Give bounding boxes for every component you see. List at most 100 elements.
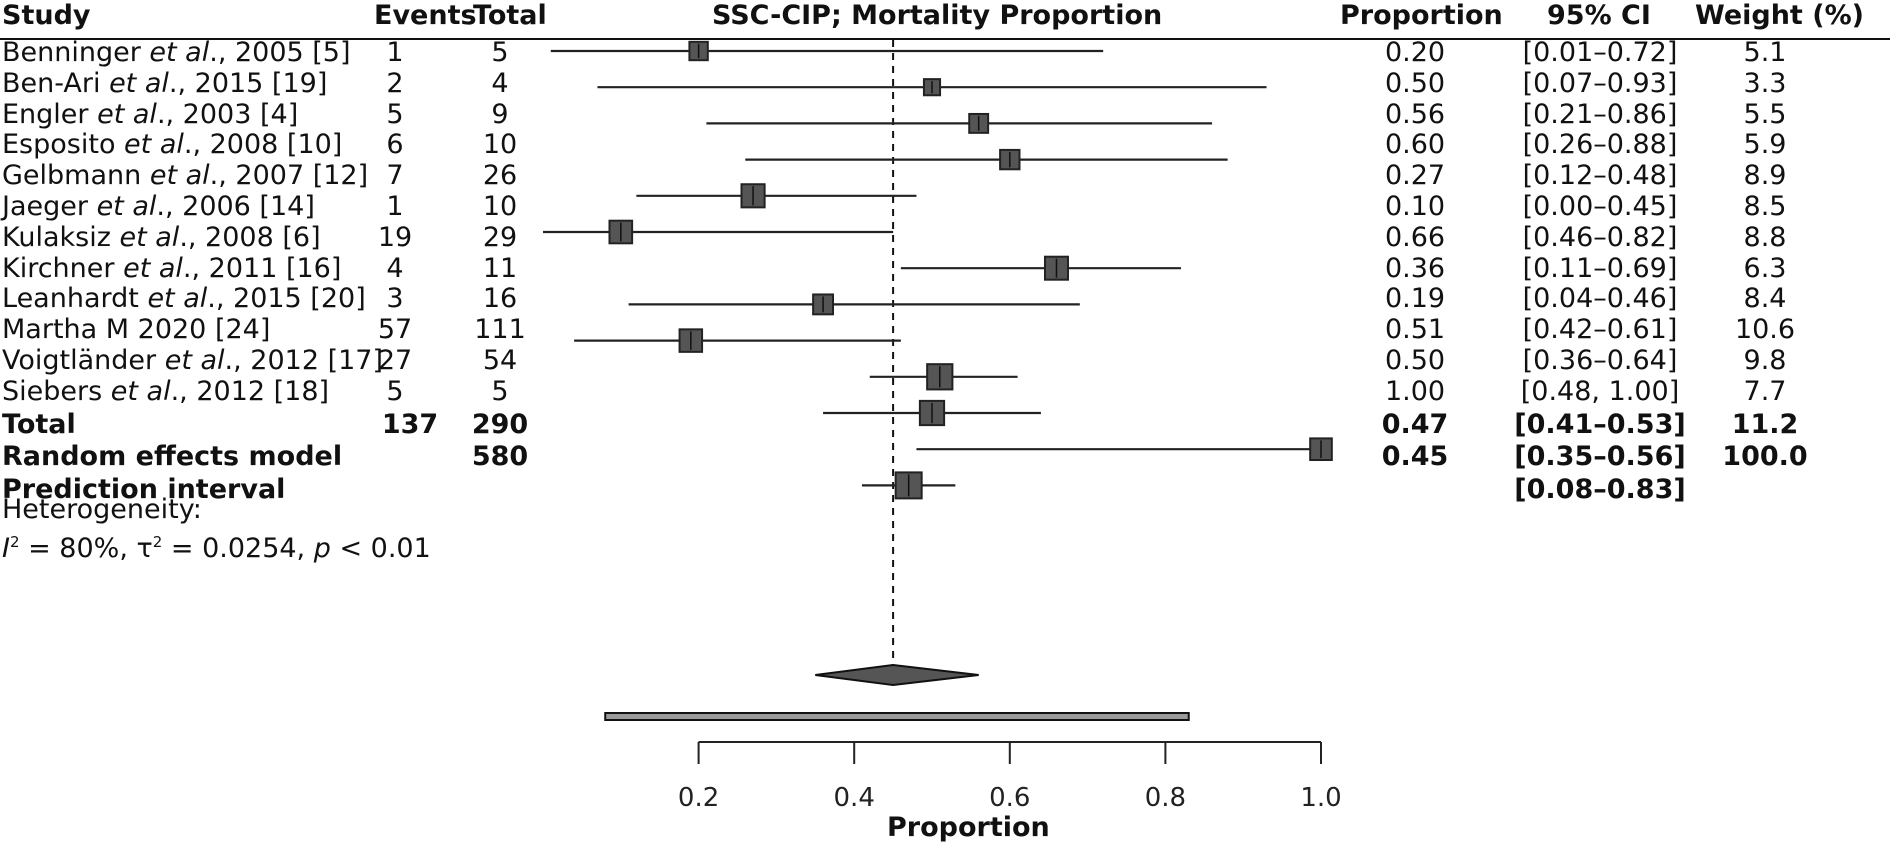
events-value: 5 (386, 375, 404, 407)
study-et-al: et al (147, 283, 208, 315)
p-symbol: p (313, 533, 331, 564)
study-name: Jaeger et al., 2006 [14] (2, 191, 315, 222)
ci-value: [0.48, 1.00] (1520, 375, 1680, 407)
total-ci: [0.41–0.53] (1514, 408, 1686, 440)
study-author: Siebers (2, 375, 111, 407)
proportion-value: 0.56 (1384, 98, 1446, 130)
weight-value: 6.3 (1743, 252, 1787, 284)
total-value: 5 (491, 37, 509, 68)
events-value: 1 (386, 191, 404, 222)
study-year-ref: ., 2006 [14] (156, 191, 315, 222)
study-et-al: et al (109, 67, 169, 99)
study-et-al: et al (119, 221, 180, 253)
prediction-interval-label: Prediction interval (2, 474, 286, 506)
ci-value: [0.04–0.46] (1522, 283, 1678, 315)
header-total: Total (473, 0, 547, 31)
study-et-al: et al (124, 129, 184, 161)
x-tick-label: 0.6 (989, 783, 1030, 813)
study-et-al: et al (123, 252, 183, 284)
random-effects-diamond (815, 663, 979, 687)
events-value: 6 (386, 129, 404, 161)
study-year-ref: ., 2012 [17] (224, 345, 384, 376)
events-value: 57 (377, 314, 413, 346)
study-year-ref: ., 2003 [4] (156, 98, 299, 130)
events-value: 19 (377, 221, 413, 253)
study-author: Jaeger (2, 191, 97, 222)
ci-value: [0.36–0.64] (1522, 345, 1678, 376)
study-name: Ben-Ari et al., 2015 [19] (2, 68, 327, 99)
study-name: Martha M 2020 [24] (2, 314, 270, 345)
events-value: 3 (386, 283, 404, 315)
total-label: Total (2, 408, 76, 440)
study-year-ref: ., 2011 [16] (182, 252, 342, 284)
ci-value: [0.26–0.88] (1522, 129, 1678, 161)
tau2-value: = 0.0254, (162, 533, 314, 564)
events-value: 7 (386, 160, 404, 192)
total-value: 29 (482, 221, 518, 253)
weight-value: 5.1 (1743, 37, 1787, 68)
study-author: Leanhardt (2, 283, 148, 315)
header-weight: Weight (%) (1695, 0, 1864, 31)
study-author: Engler (2, 98, 98, 130)
total-value: 54 (482, 345, 518, 376)
study-name: Kirchner et al., 2011 [16] (2, 253, 341, 284)
header-study: Study (2, 0, 91, 31)
total-events: 137 (381, 408, 439, 440)
study-author: Benninger (2, 37, 150, 68)
x-tick-label: 0.2 (678, 783, 719, 813)
prediction-interval-bar (604, 712, 1190, 721)
study-year-ref: ., 2015 [20] (207, 283, 366, 315)
total-total: 290 (471, 408, 529, 440)
weight-value: 9.8 (1743, 345, 1787, 376)
tau-symbol: τ (136, 533, 153, 564)
weight-value: 7.7 (1743, 375, 1787, 407)
heterogeneity-label: Heterogeneity: (2, 494, 202, 525)
ci-value: [0.12–0.48] (1522, 160, 1678, 192)
header-proportion: Proportion (1340, 0, 1503, 31)
header-rule (0, 38, 1890, 40)
proportion-value: 0.51 (1384, 314, 1446, 346)
weight-value: 5.5 (1743, 98, 1787, 130)
weight-value: 5.9 (1743, 129, 1787, 161)
study-et-al: et al (149, 160, 210, 192)
random-effects-weight: 100.0 (1722, 441, 1808, 473)
study-year-ref: ., 2007 [12] (209, 160, 369, 192)
i2-value: = 80%, (19, 533, 137, 564)
x-tick-label: 0.4 (834, 783, 875, 813)
study-et-al: et al (96, 191, 157, 222)
study-et-al: et al (110, 375, 171, 407)
header-events: Events (374, 0, 477, 31)
weight-value: 8.9 (1743, 160, 1787, 192)
proportion-value: 0.20 (1384, 37, 1446, 68)
study-author: Kulaksiz (2, 221, 120, 253)
chart-title: SSC-CIP; Mortality Proportion (712, 0, 1163, 31)
heterogeneity-stats: I2 = 80%, τ2 = 0.0254, p < 0.01 (2, 533, 431, 564)
prediction-interval-ci: [0.08–0.83] (1514, 474, 1686, 506)
study-author: Kirchner (2, 252, 124, 284)
ci-value: [0.46–0.82] (1522, 221, 1678, 253)
study-author: Esposito (2, 129, 125, 161)
study-name: Gelbmann et al., 2007 [12] (2, 160, 368, 191)
p-value: < 0.01 (330, 533, 431, 564)
study-et-al: et al (97, 98, 157, 130)
ci-value: [0.00–0.45] (1522, 191, 1678, 222)
ci-value: [0.07–0.93] (1522, 67, 1678, 99)
x-tick-label: 1.0 (1300, 783, 1341, 813)
study-author: Martha M 2020 [24] (2, 314, 271, 346)
study-name: Voigtländer et al., 2012 [17] (2, 345, 383, 376)
study-et-al: et al (149, 37, 210, 68)
proportion-value: 1.00 (1384, 375, 1446, 407)
study-name: Leanhardt et al., 2015 [20] (2, 283, 366, 314)
weight-value: 8.5 (1743, 191, 1787, 222)
study-author: Gelbmann (2, 160, 150, 192)
weight-value: 8.8 (1743, 221, 1787, 253)
proportion-value: 0.27 (1384, 160, 1446, 192)
proportion-value: 0.50 (1384, 345, 1446, 376)
proportion-value: 0.36 (1384, 252, 1446, 284)
total-value: 5 (491, 375, 509, 407)
study-year-ref: ., 2005 [5] (209, 37, 351, 68)
proportion-value: 0.50 (1384, 67, 1446, 99)
study-name: Engler et al., 2003 [4] (2, 99, 298, 130)
ci-value: [0.42–0.61] (1522, 314, 1678, 346)
weight-value: 8.4 (1743, 283, 1787, 315)
